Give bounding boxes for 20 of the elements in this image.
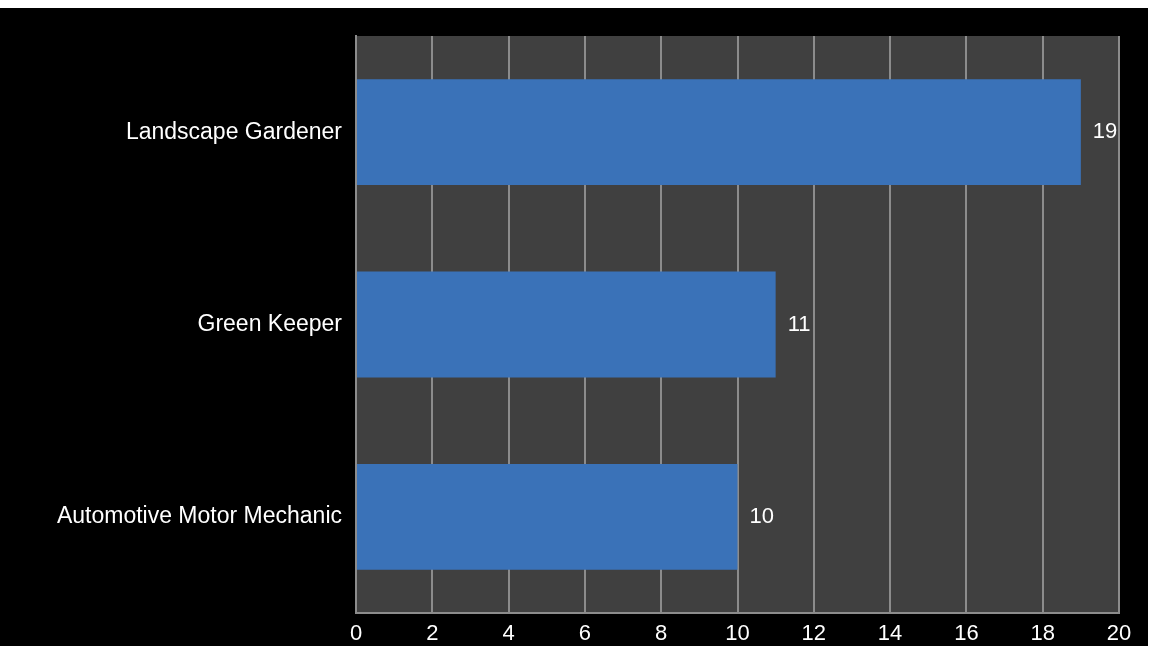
y-tick-label: Landscape Gardener: [125, 117, 343, 144]
x-tick-label: 8: [655, 620, 668, 646]
x-tick-label: 0: [349, 620, 363, 646]
x-tick-label: 14: [877, 620, 903, 646]
x-tick-label: 20: [1106, 620, 1132, 646]
x-tick-label: 6: [578, 620, 592, 646]
bar: [357, 271, 776, 378]
x-tick-label: 4: [502, 620, 515, 646]
x-tick-label: 16: [954, 620, 979, 646]
data-label: 11: [787, 310, 811, 336]
x-tick-label: 12: [801, 620, 827, 646]
x-tick-label: 2: [426, 620, 439, 646]
x-tick-label: 10: [725, 620, 750, 646]
bar: [357, 463, 738, 570]
y-tick-label: Green Keeper: [197, 309, 343, 336]
x-tick-label: 18: [1030, 620, 1055, 646]
y-tick-label: Automotive Motor Mechanic: [56, 502, 342, 529]
data-label: 19: [1092, 118, 1118, 144]
data-label: 10: [749, 502, 774, 528]
bar: [357, 79, 1081, 186]
